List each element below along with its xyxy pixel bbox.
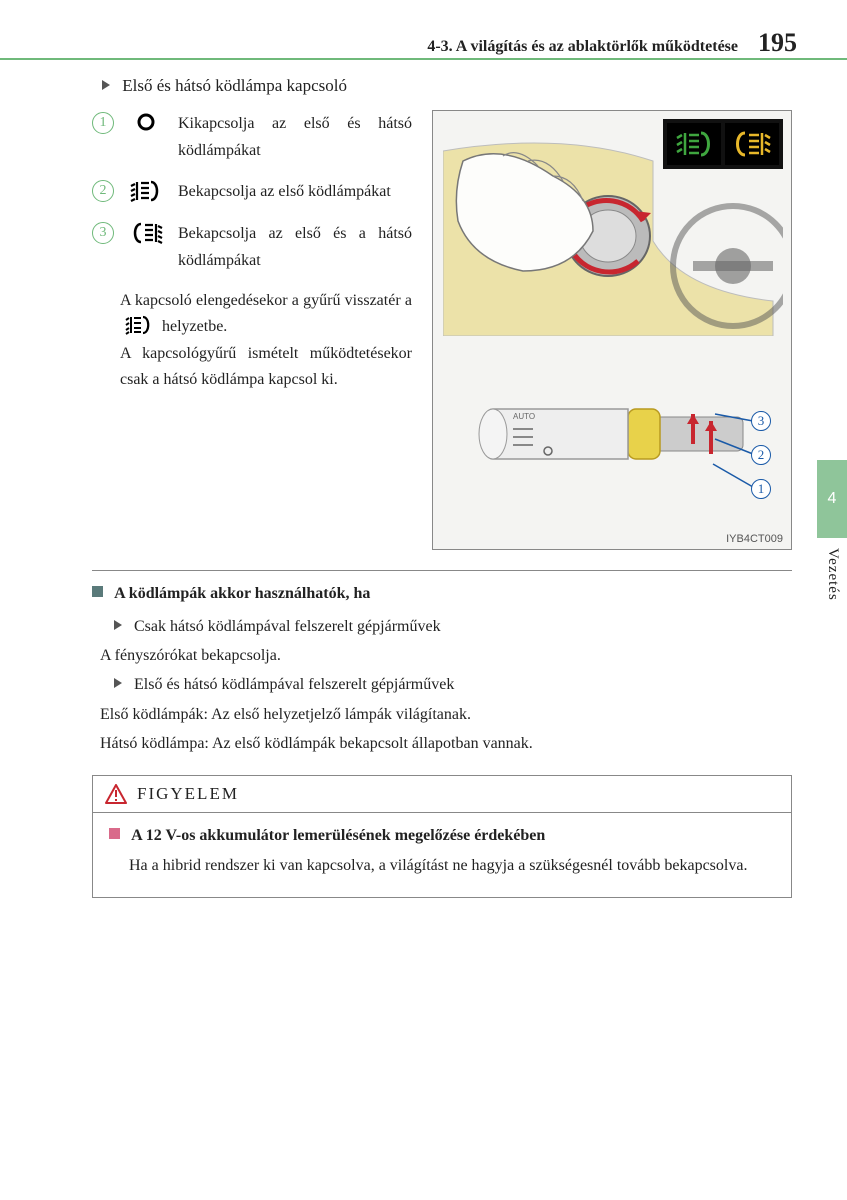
warning-title: FIGYELEM <box>137 784 239 804</box>
chapter-label: Vezetés <box>824 548 841 601</box>
usage-bullet-2: Első és hátsó ködlámpával felszerelt gép… <box>92 671 792 698</box>
square-bullet-icon <box>92 586 103 597</box>
usage-line-2: Első ködlámpák: Az első helyzetjelző lám… <box>92 701 792 728</box>
repeat-note: A kapcsológyűrű ismételt működtetésekor … <box>92 341 412 392</box>
stalk-closeup-illustration: AUTO 1 2 3 <box>453 359 771 519</box>
page-number: 195 <box>758 28 797 58</box>
usage-line-1: A fényszórókat bekapcsolja. <box>92 642 792 669</box>
return-note: A kapcsoló elengedésekor a gyűrű visszat… <box>92 288 412 339</box>
para1a: A kapcsoló elengedésekor a gyűrű visszat… <box>120 292 412 309</box>
chapter-tab: 4 <box>817 460 847 538</box>
front-fog-inline-icon <box>124 315 154 335</box>
section-divider <box>92 570 792 571</box>
warning-subhead: A 12 V-os akkumulátor lemerülésének mege… <box>109 827 775 845</box>
fog-switch-figure: AUTO 1 2 3 <box>432 110 792 550</box>
warning-triangle-icon <box>105 784 127 804</box>
number-badge: 3 <box>92 222 114 244</box>
page-header: 4-3. A világítás és az ablaktörlők működ… <box>60 28 797 58</box>
triangle-bullet-icon <box>114 620 122 630</box>
switch-item-1: 1 Kikapcsolja az első és hátsó ködlámpák… <box>92 110 412 164</box>
warning-header: FIGYELEM <box>93 776 791 813</box>
callout-3: 3 <box>751 411 771 431</box>
callout-2: 2 <box>751 445 771 465</box>
header-rule <box>0 58 847 60</box>
page-content: Első és hátsó ködlámpa kapcsoló 1 Kikapc… <box>92 76 792 898</box>
number-badge: 1 <box>92 112 114 134</box>
figure-id: IYB4CT009 <box>726 533 783 545</box>
usage-b2-text: Első és hátsó ködlámpával felszerelt gép… <box>134 676 454 693</box>
two-column-layout: 1 Kikapcsolja az első és hátsó ködlámpák… <box>92 110 792 550</box>
rear-fog-icon <box>122 220 170 244</box>
warning-sub-text: A 12 V-os akkumulátor lemerülésének mege… <box>131 827 545 844</box>
svg-text:AUTO: AUTO <box>513 412 535 421</box>
para1b: helyzetbe. <box>162 318 227 335</box>
usage-heading: A ködlámpák akkor használhatók, ha <box>92 585 792 603</box>
warning-text: Ha a hibrid rendszer ki van kapcsolva, a… <box>109 853 775 879</box>
callout-1: 1 <box>751 479 771 499</box>
item-text: Bekapcsolja az első ködlámpákat <box>178 178 391 205</box>
number-badge: 2 <box>92 180 114 202</box>
intro-text: Első és hátsó ködlámpa kapcsoló <box>122 76 347 95</box>
off-icon <box>122 110 170 132</box>
usage-bullet-1: Csak hátsó ködlámpával felszerelt gépjár… <box>92 613 792 640</box>
warning-body: A 12 V-os akkumulátor lemerülésének mege… <box>93 813 791 897</box>
triangle-bullet-icon <box>102 80 110 90</box>
chapter-number: 4 <box>828 490 837 508</box>
switch-item-2: 2 Bekapcsolja az első ködlámpákat <box>92 178 412 205</box>
usage-head-text: A ködlámpák akkor használhatók, ha <box>114 585 370 602</box>
square-bullet-icon <box>109 828 120 839</box>
item-text: Kikapcsolja az első és hátsó ködlámpákat <box>178 110 412 164</box>
front-fog-icon <box>122 178 170 202</box>
hand-on-stalk-illustration <box>443 121 781 336</box>
warning-box: FIGYELEM A 12 V-os akkumulátor lemerülés… <box>92 775 792 898</box>
section-title: 4-3. A világítás és az ablaktörlők működ… <box>427 38 738 56</box>
right-column: AUTO 1 2 3 <box>432 110 792 550</box>
intro-bullet: Első és hátsó ködlámpa kapcsoló <box>92 76 792 96</box>
triangle-bullet-icon <box>114 678 122 688</box>
usage-b1-text: Csak hátsó ködlámpával felszerelt gépjár… <box>134 618 441 635</box>
left-column: 1 Kikapcsolja az első és hátsó ködlámpák… <box>92 110 412 550</box>
item-text: Bekapcsolja az első és a hátsó ködlámpák… <box>178 220 412 274</box>
switch-item-3: 3 Bekapcsolja az első és a hátsó ködlámp… <box>92 220 412 274</box>
usage-line-3: Hátsó ködlámpa: Az első ködlámpák bekapc… <box>92 730 792 757</box>
